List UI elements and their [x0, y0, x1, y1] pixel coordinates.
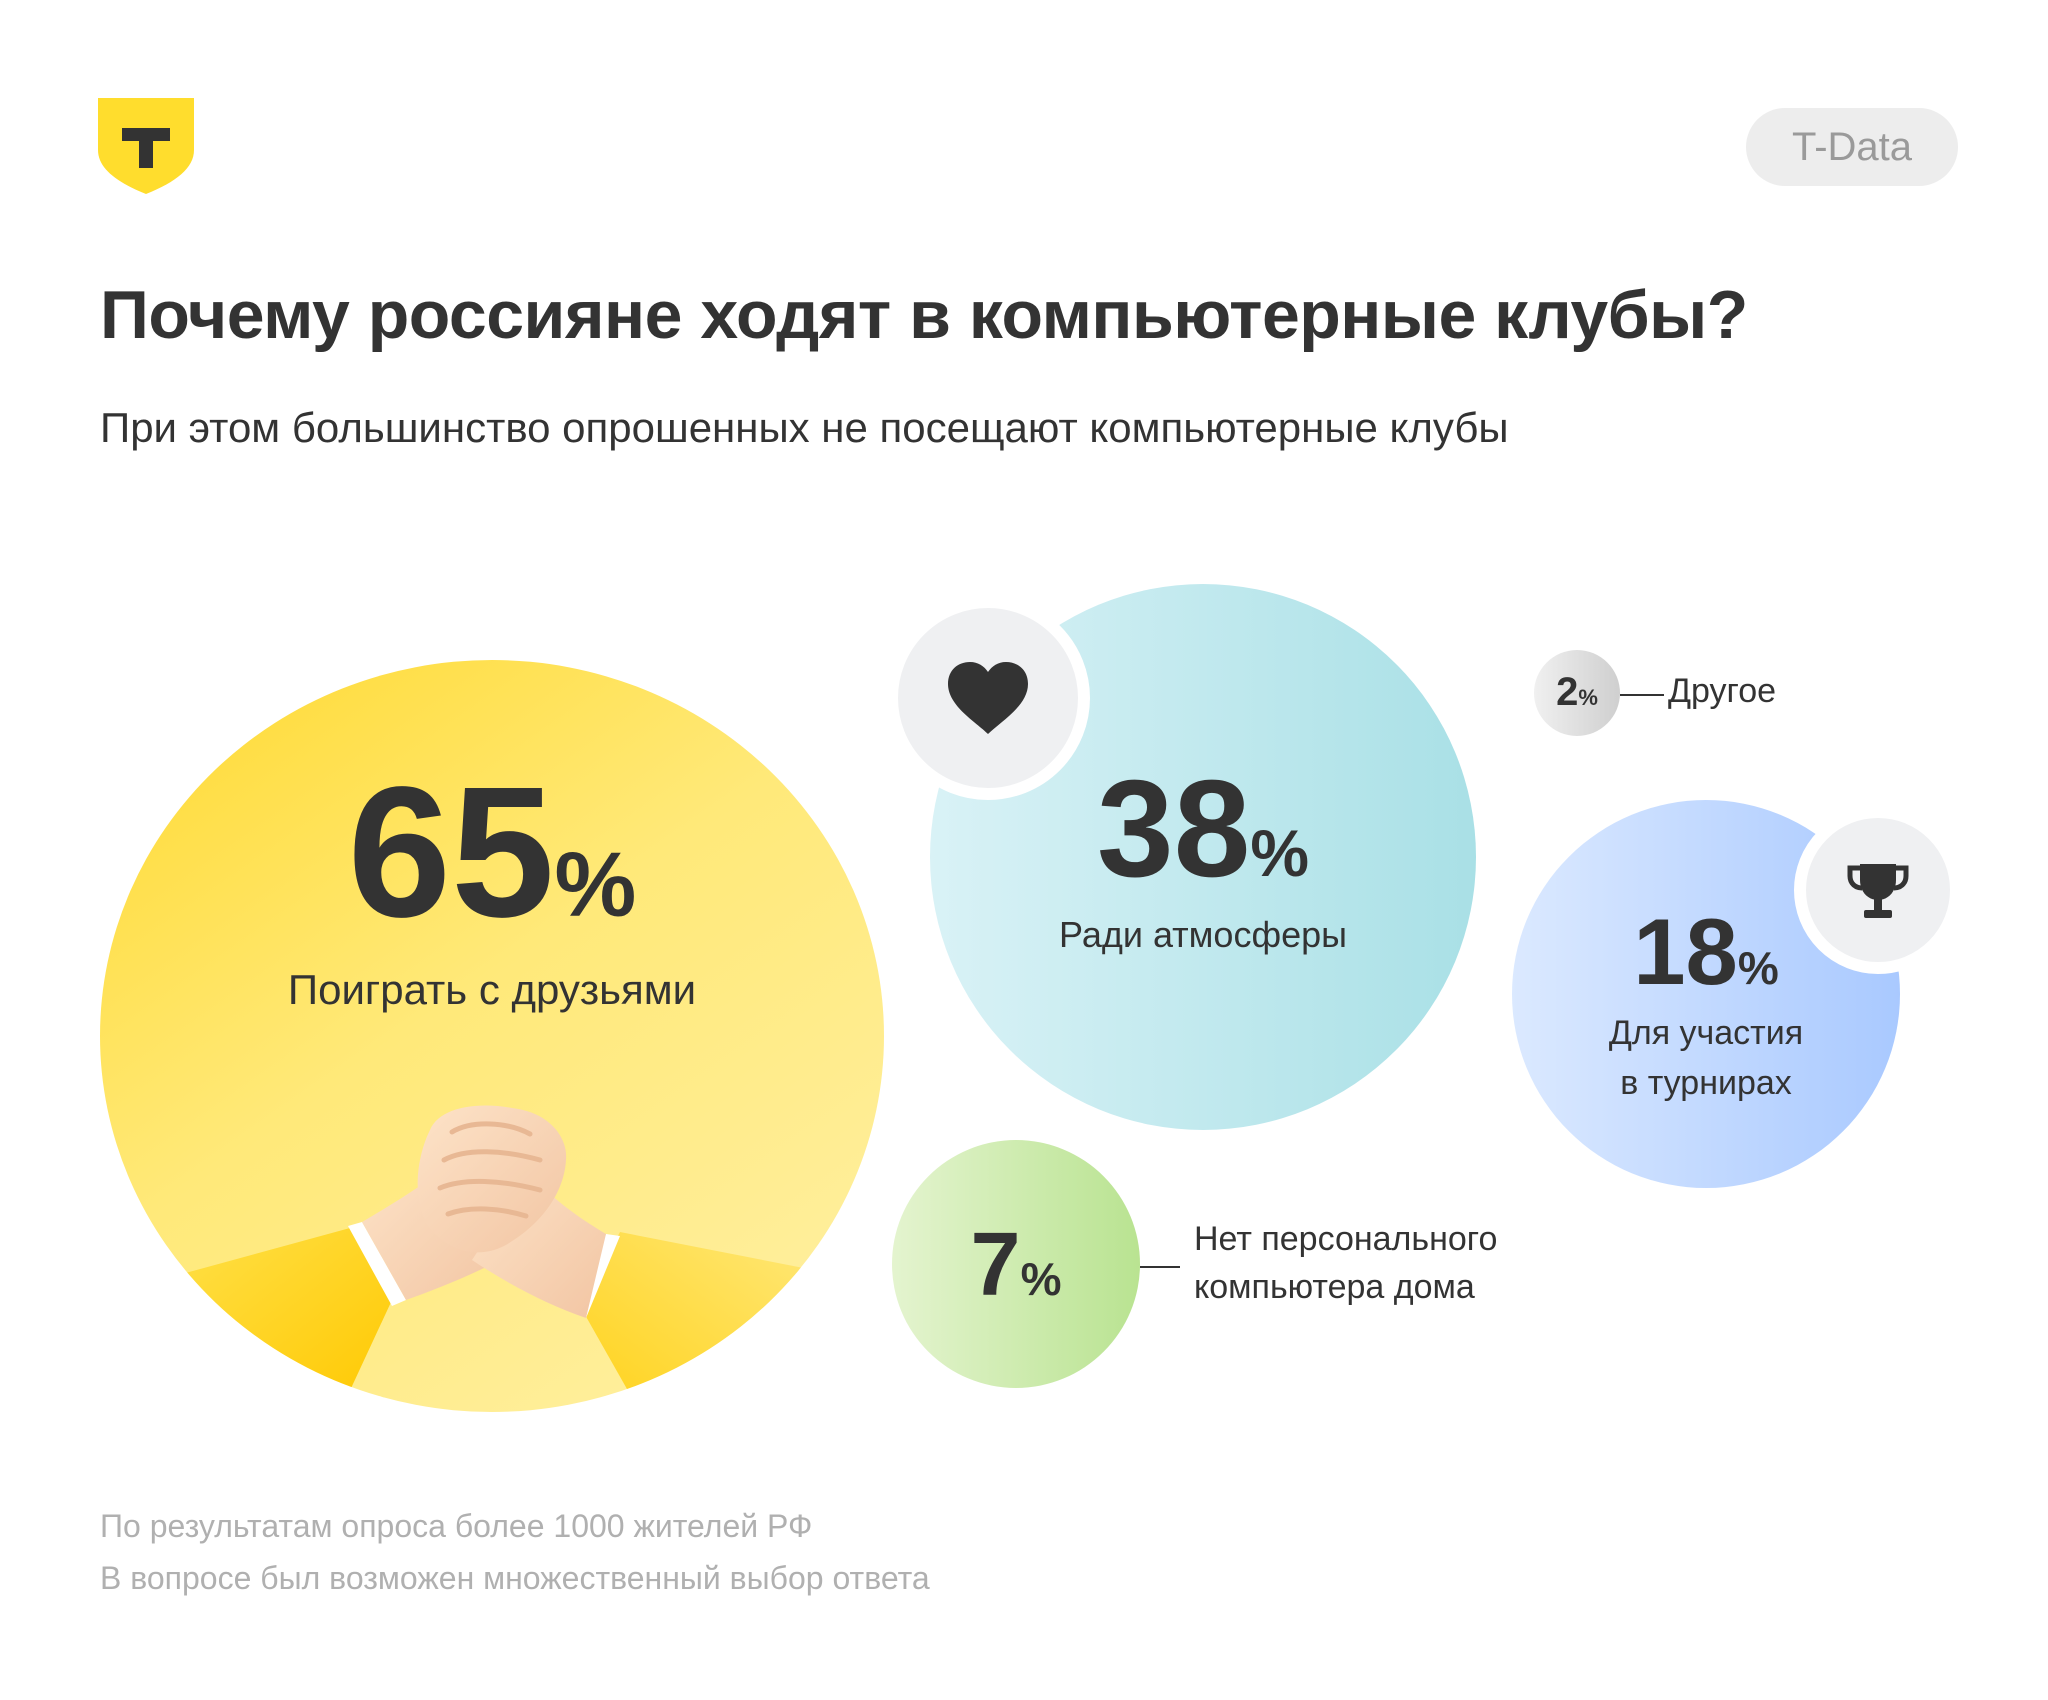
value-2: 2%: [1556, 670, 1598, 714]
leader-line-other: [1620, 694, 1664, 696]
label-other: Другое: [1668, 672, 1777, 710]
chart-subtitle: При этом большинство опрошенных не посещ…: [100, 404, 1509, 451]
t-bank-logo: [98, 98, 194, 194]
value-18: 18%: [1633, 899, 1779, 1004]
label-atmosphere: Ради атмосферы: [1059, 914, 1347, 955]
leader-line-no-pc: [1140, 1266, 1180, 1268]
t-data-badge: T-Data: [1746, 108, 1958, 186]
value-7: 7%: [970, 1215, 1062, 1315]
bubble-play-with-friends: [100, 660, 884, 1412]
footnote-multiple-choice: В вопросе был возможен множественный выб…: [100, 1560, 930, 1596]
label-play-with-friends: Поиграть с друзьями: [287, 966, 697, 1013]
value-38: 38%: [1096, 752, 1310, 906]
footnote-survey: По результатам опроса более 1000 жителей…: [100, 1508, 813, 1544]
trophy-icon: [1847, 864, 1909, 918]
value-65: 65%: [347, 749, 637, 956]
label-no-pc-line2: компьютера дома: [1194, 1268, 1475, 1306]
bubble-no-pc: [892, 1140, 1140, 1388]
label-tournaments-line1: Для участия: [1608, 1014, 1804, 1052]
label-tournaments-line2: в турнирах: [1620, 1064, 1792, 1102]
heart-icon: [948, 662, 1028, 734]
handshake-icon: [160, 1105, 824, 1412]
bubble-other: [1534, 650, 1620, 736]
label-no-pc-line1: Нет персонального: [1194, 1220, 1498, 1258]
chart-title: Почему россияне ходят в компьютерные клу…: [100, 277, 1748, 353]
